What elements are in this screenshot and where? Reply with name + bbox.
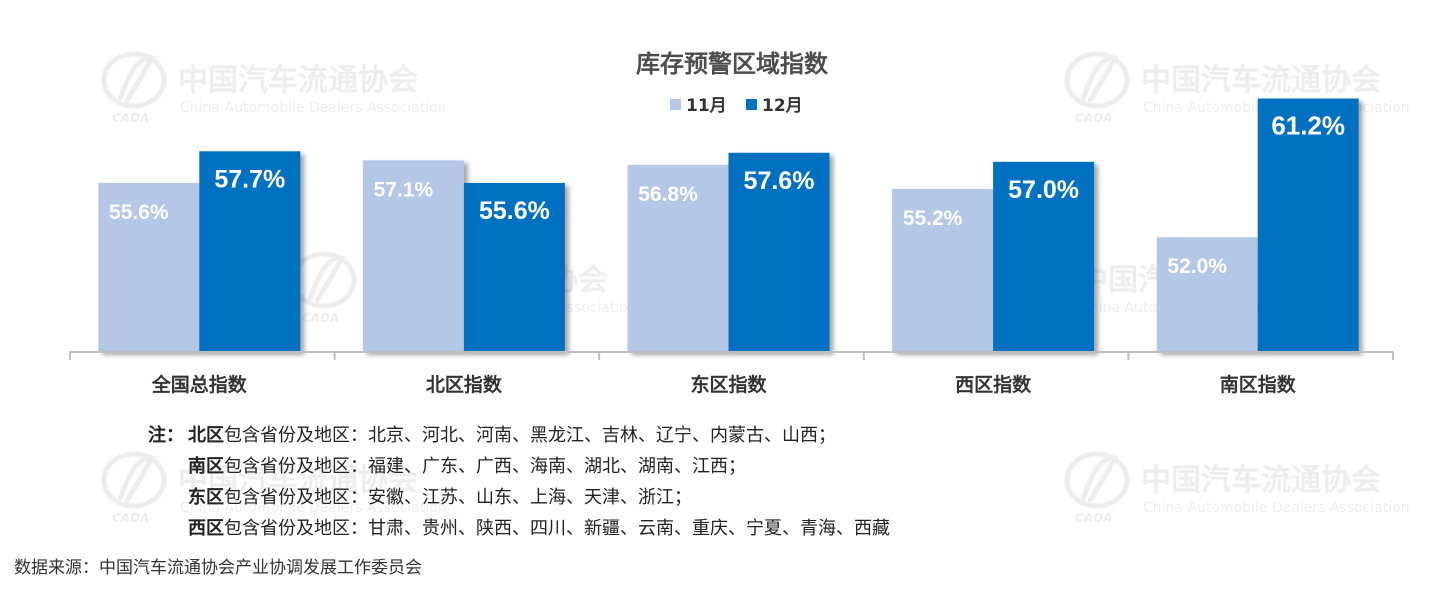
note-suffix: 包含省份及地区： xyxy=(224,487,368,508)
watermark-logo-text: CADA xyxy=(112,111,149,125)
watermark-cn: 中国汽车流通协会 xyxy=(178,63,418,98)
note-region-north: 北区 xyxy=(188,425,224,446)
note-region-west: 西区 xyxy=(188,518,224,539)
category-label: 东区指数 xyxy=(690,373,767,396)
note-list-south: 福建、广东、广西、海南、湖北、湖南、江西； xyxy=(368,456,746,477)
watermark-logo-text: CADA xyxy=(1075,511,1112,525)
bar-nov xyxy=(362,160,464,352)
legend-label-nov: 11月 xyxy=(686,96,727,116)
category-label: 西区指数 xyxy=(955,373,1032,396)
watermark-logo-icon xyxy=(101,451,167,509)
bar-value-label: 56.8% xyxy=(638,183,698,206)
note-suffix: 包含省份及地区： xyxy=(224,425,368,446)
watermark: CADA 中国汽车流通协会 China Automobile Dealers Ass… xyxy=(1064,451,1410,525)
legend: 11月 12月 xyxy=(670,96,803,116)
note-line-west: 西区包含省份及地区：甘肃、贵州、陕西、四川、新疆、云南、重庆、宁夏、青海、西藏 xyxy=(148,513,890,544)
legend-label-dec: 12月 xyxy=(762,96,803,116)
bar-value-label: 55.2% xyxy=(903,207,963,230)
watermark-logo-icon xyxy=(101,51,167,109)
watermark-logo-stroke-icon xyxy=(117,455,156,504)
category-label: 全国总指数 xyxy=(151,373,248,396)
note-list-east: 安徽、江苏、山东、上海、天津、浙江； xyxy=(368,487,692,508)
bar-value-label: 52.0% xyxy=(1167,255,1227,278)
note-line-south: 南区包含省份及地区：福建、广东、广西、海南、湖北、湖南、江西； xyxy=(148,451,890,482)
bar-nov xyxy=(892,188,994,352)
watermark-logo-text: CADA xyxy=(302,311,339,325)
category-label: 北区指数 xyxy=(426,373,503,396)
bar-nov xyxy=(1156,237,1258,352)
legend-swatch-dec xyxy=(746,99,757,110)
watermark: CADA 中国汽车流通协会 China Automobile Dealers Ass… xyxy=(101,51,447,125)
bar-dec xyxy=(1257,98,1359,352)
bar-dec xyxy=(993,161,1095,352)
watermark-logo-icon xyxy=(1064,51,1130,109)
notes-block: 注： 北区包含省份及地区：北京、河北、河南、黑龙江、吉林、辽宁、内蒙古、山西； 南… xyxy=(148,420,890,544)
category-label: 南区指数 xyxy=(1220,373,1297,396)
bar-dec xyxy=(463,182,565,352)
bar-value-label: 55.6% xyxy=(109,201,169,224)
bar-nov xyxy=(627,164,729,352)
bars-layer: 55.6% 57.7% 57.1% 55.6% 56.8% 57.6% 55.2% 57.0%… xyxy=(98,98,1359,352)
watermark-logo-text: CADA xyxy=(112,511,149,525)
note-line-north: 注： 北区包含省份及地区：北京、河北、河南、黑龙江、吉林、辽宁、内蒙古、山西； xyxy=(148,420,890,451)
note-line-east: 东区包含省份及地区：安徽、江苏、山东、上海、天津、浙江； xyxy=(148,482,890,513)
note-list-west: 甘肃、贵州、陕西、四川、新疆、云南、重庆、宁夏、青海、西藏 xyxy=(368,518,890,539)
watermark-en: China Automobile Dealers Association xyxy=(1143,500,1410,516)
x-axis-ticks xyxy=(69,352,1394,360)
watermark-logo-stroke-icon xyxy=(1080,455,1119,504)
watermark-en: China Automobile Dealers Association xyxy=(180,500,447,516)
note-prefix: 注： xyxy=(148,425,184,446)
note-list-north: 北京、河北、河南、黑龙江、吉林、辽宁、内蒙古、山西； xyxy=(368,425,836,446)
bar-value-label: 57.0% xyxy=(1008,176,1079,204)
watermark-en: China Automobile Dealers Association xyxy=(180,100,447,116)
watermark-logo-stroke-icon xyxy=(307,255,346,304)
watermark-cn: 中国汽车流通协会 xyxy=(1141,463,1381,498)
watermark-logo-icon xyxy=(291,251,357,309)
legend-swatch-nov xyxy=(670,99,681,110)
watermark-logo-stroke-icon xyxy=(117,55,156,104)
watermark-cn: 中国汽车流通协会 xyxy=(1141,63,1381,98)
bar-value-label: 61.2% xyxy=(1271,111,1345,141)
note-suffix: 包含省份及地区： xyxy=(224,518,368,539)
watermark-logo-text: CADA xyxy=(1075,111,1112,125)
watermark-cn: 中国汽车流通协会 xyxy=(178,463,418,498)
bar-dec xyxy=(199,151,301,352)
watermark-logo-icon xyxy=(1064,451,1130,509)
note-region-east: 东区 xyxy=(188,487,224,508)
bar-value-label: 57.1% xyxy=(374,178,434,201)
watermark-logo-stroke-icon xyxy=(1080,55,1119,104)
bar-value-label: 57.6% xyxy=(744,167,815,195)
data-source: 数据来源：中国汽车流通协会产业协调发展工作委员会 xyxy=(14,558,422,578)
chart-title: 库存预警区域指数 xyxy=(636,50,829,78)
bar-nov xyxy=(98,182,200,352)
bar-value-label: 57.7% xyxy=(214,165,285,193)
note-suffix: 包含省份及地区： xyxy=(224,456,368,477)
watermark: CADA 中国汽车流通协会 China Automobile Dealers Ass… xyxy=(101,451,447,525)
bar-value-label: 55.6% xyxy=(479,197,550,225)
bar-dec xyxy=(728,152,830,352)
note-region-south: 南区 xyxy=(188,456,224,477)
x-axis-labels: 全国总指数 北区指数 东区指数 西区指数 南区指数 xyxy=(151,373,1297,396)
